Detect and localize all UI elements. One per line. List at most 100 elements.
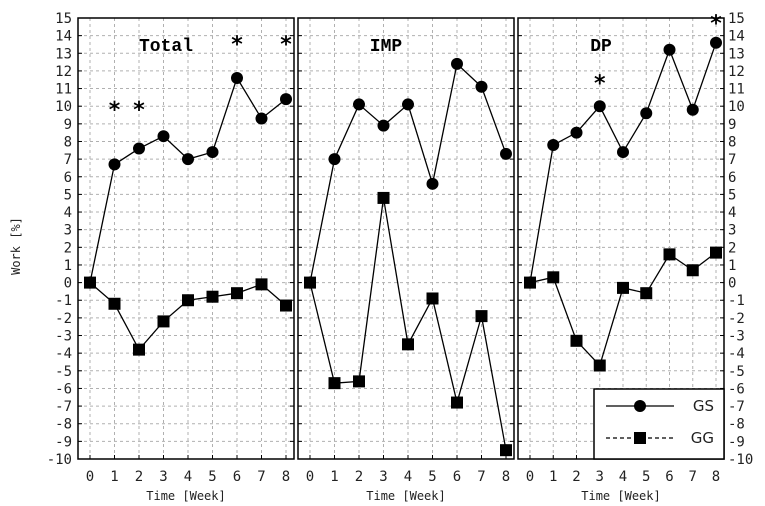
x-tick-label: 1	[110, 469, 118, 485]
y-tick-label: 7	[728, 152, 736, 168]
data-point-gg	[547, 271, 560, 284]
x-tick-label: 2	[355, 469, 363, 485]
data-point-gg	[500, 444, 512, 457]
legend-marker-gs	[634, 400, 646, 412]
y-tick-label: 10	[728, 99, 745, 115]
panel-title: Total	[139, 37, 193, 57]
y-tick-label: 9	[64, 117, 72, 133]
y-tick-label: -6	[55, 381, 72, 397]
y-tick-label: 1	[728, 258, 736, 274]
data-point-gg	[157, 315, 170, 328]
y-tick-label: 7	[64, 152, 72, 168]
data-point-gs	[570, 126, 583, 139]
x-tick-label: 6	[453, 469, 461, 485]
panel-title: DP	[590, 37, 612, 57]
significance-star: *	[109, 98, 121, 123]
y-tick-label: 8	[64, 134, 72, 150]
x-tick-label: 5	[428, 469, 436, 485]
data-point-gs	[280, 93, 292, 106]
y-tick-label: -1	[55, 293, 72, 309]
data-point-gg	[451, 396, 463, 409]
data-point-gs	[593, 100, 606, 113]
chart-legend: GS GG	[593, 388, 725, 460]
y-tick-label: -9	[55, 434, 72, 450]
data-point-gg	[426, 292, 439, 305]
x-tick-label: 8	[502, 469, 510, 485]
y-tick-label: 8	[728, 134, 736, 150]
y-tick-label: 9	[728, 117, 736, 133]
y-axis-label: Work [%]	[9, 217, 23, 275]
y-tick-label: -4	[728, 346, 745, 362]
y-tick-label: 15	[55, 11, 72, 27]
y-tick-label: 14	[728, 29, 745, 45]
x-tick-label: 3	[596, 469, 604, 485]
data-point-gs	[353, 98, 365, 111]
data-point-gs	[663, 43, 676, 56]
data-point-gg	[280, 299, 292, 312]
significance-star: *	[231, 33, 243, 58]
y-tick-label: 11	[728, 82, 745, 98]
y-tick-label: -4	[55, 346, 72, 362]
data-point-gg	[231, 287, 243, 300]
panel-dp: 1514131211109876543210-1-2-3-4-5-6-7-8-9…	[517, 11, 753, 503]
y-tick-label: -8	[55, 417, 72, 433]
y-tick-label: -3	[55, 329, 72, 345]
x-tick-label: 4	[619, 469, 627, 485]
x-tick-label: 1	[330, 469, 338, 485]
data-point-gs	[686, 103, 699, 116]
data-point-gs	[182, 153, 194, 166]
y-tick-label: 12	[55, 64, 72, 80]
data-point-gs	[157, 130, 170, 143]
data-point-gg	[353, 375, 365, 388]
legend-marker-gg	[634, 432, 646, 444]
x-tick-label: 8	[282, 469, 290, 485]
x-tick-label: 6	[665, 469, 673, 485]
data-point-gg	[402, 338, 414, 351]
x-tick-label: 7	[257, 469, 265, 485]
x-tick-label: 6	[233, 469, 241, 485]
y-tick-label: -2	[55, 311, 72, 327]
data-point-gg	[133, 343, 145, 356]
series-line-gg	[89, 282, 287, 351]
x-tick-label: 2	[135, 469, 143, 485]
y-tick-label: -7	[728, 399, 745, 415]
y-tick-label: -6	[728, 381, 745, 397]
y-tick-label: -3	[728, 329, 745, 345]
x-tick-label: 4	[404, 469, 412, 485]
data-point-gg	[524, 276, 536, 289]
data-point-gg	[182, 294, 194, 307]
x-tick-label: 3	[159, 469, 167, 485]
significance-star: *	[133, 98, 145, 123]
x-tick-label: 7	[689, 469, 697, 485]
legend-label-gg: GG	[691, 429, 714, 447]
significance-star: *	[280, 33, 292, 58]
y-tick-label: 15	[728, 11, 745, 27]
y-tick-label: 5	[728, 187, 736, 203]
significance-star: *	[594, 72, 606, 97]
data-point-gs	[710, 36, 722, 49]
y-tick-label: 10	[55, 99, 72, 115]
y-tick-label: -10	[728, 452, 753, 468]
data-point-gs	[108, 158, 121, 171]
x-tick-label: 0	[306, 469, 314, 485]
y-tick-label: 2	[728, 240, 736, 256]
legend-box	[593, 388, 725, 460]
y-tick-label: -7	[55, 399, 72, 415]
data-point-gg	[617, 281, 629, 294]
panel-title: IMP	[370, 37, 403, 57]
legend-label-gs: GS	[693, 397, 714, 415]
panel-frame	[77, 17, 295, 460]
y-tick-label: 4	[64, 205, 72, 221]
data-point-gg	[593, 359, 606, 372]
x-tick-label: 1	[549, 469, 557, 485]
data-point-gs	[500, 147, 512, 160]
y-tick-label: 11	[55, 82, 72, 98]
y-tick-label: 6	[728, 170, 736, 186]
y-tick-label: -5	[55, 364, 72, 380]
y-tick-label: 13	[55, 46, 72, 62]
data-point-gg	[255, 278, 268, 291]
y-tick-label: -10	[47, 452, 72, 468]
y-tick-label: -8	[728, 417, 745, 433]
y-tick-label: 6	[64, 170, 72, 186]
